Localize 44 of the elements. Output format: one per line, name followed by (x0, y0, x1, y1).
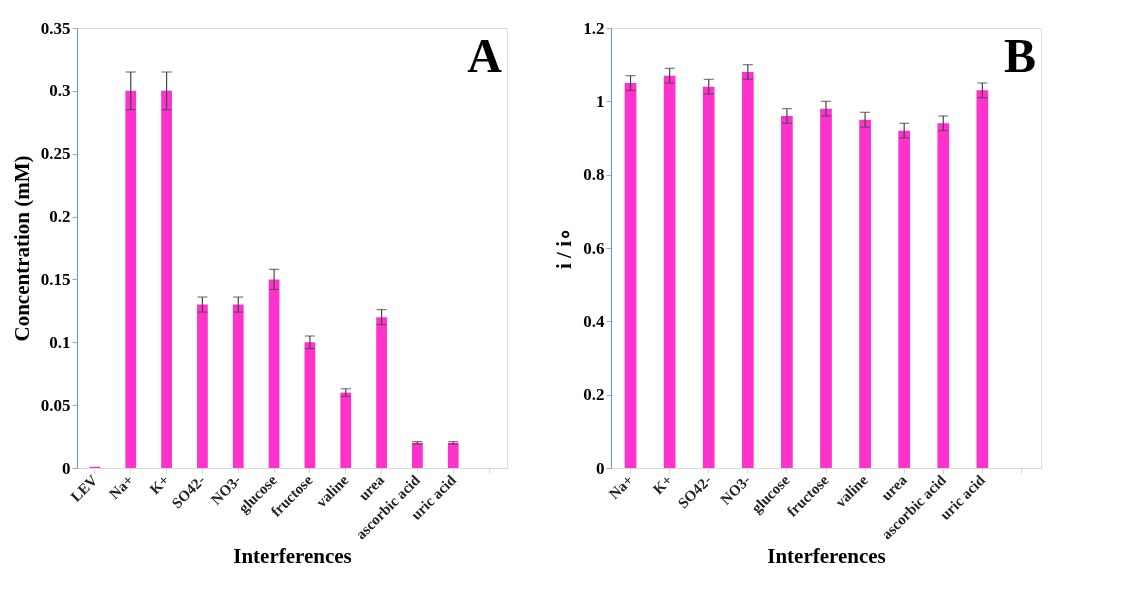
bar (412, 442, 423, 468)
bar (741, 72, 754, 468)
y-axis-title: Concentration (mM) (9, 155, 34, 342)
bar (161, 90, 172, 468)
bar (304, 342, 316, 468)
bar (232, 304, 244, 468)
y-tick-label: 0.05 (40, 395, 71, 415)
bar (376, 317, 387, 468)
y-tick-label: 0.6 (583, 238, 605, 258)
bar (447, 442, 459, 468)
bar (197, 304, 208, 468)
y-tick-label: 0.1 (49, 332, 71, 352)
bar (898, 130, 911, 468)
x-tick-label: K+ (649, 471, 676, 498)
y-tick-label: 0.35 (40, 18, 71, 38)
bar (702, 86, 715, 468)
y-tick-label: 0 (62, 458, 71, 478)
bar (624, 83, 637, 468)
bar (976, 90, 989, 468)
bar (268, 279, 280, 468)
bar (663, 75, 676, 468)
annotation: A (467, 29, 503, 82)
bar (937, 123, 950, 468)
bar (820, 108, 832, 468)
bar (125, 90, 137, 468)
y-tick-label: 0.25 (40, 144, 71, 164)
y-tick-label: 0.15 (40, 269, 71, 289)
y-tick-label: 0.4 (583, 311, 605, 331)
y-tick-label: 0.3 (49, 81, 71, 101)
y-tick-label: 0 (596, 458, 605, 478)
x-tick-label: K+ (146, 471, 173, 498)
bar (859, 119, 871, 468)
bar (781, 116, 793, 468)
x-axis-title: Interferences (233, 544, 352, 569)
annotation: B (1003, 29, 1036, 82)
x-axis-title: Interferences (767, 544, 886, 569)
y-axis-title: i / i∘ (552, 227, 577, 270)
y-tick-label: 1 (596, 91, 605, 111)
y-tick-label: 0.8 (583, 165, 605, 185)
y-tick-label: 0.2 (49, 207, 71, 227)
x-tick-label: Na+ (106, 471, 137, 503)
y-tick-label: 1.2 (583, 18, 605, 38)
x-tick-label: Na+ (605, 471, 637, 503)
y-tick-label: 0.2 (583, 385, 605, 405)
